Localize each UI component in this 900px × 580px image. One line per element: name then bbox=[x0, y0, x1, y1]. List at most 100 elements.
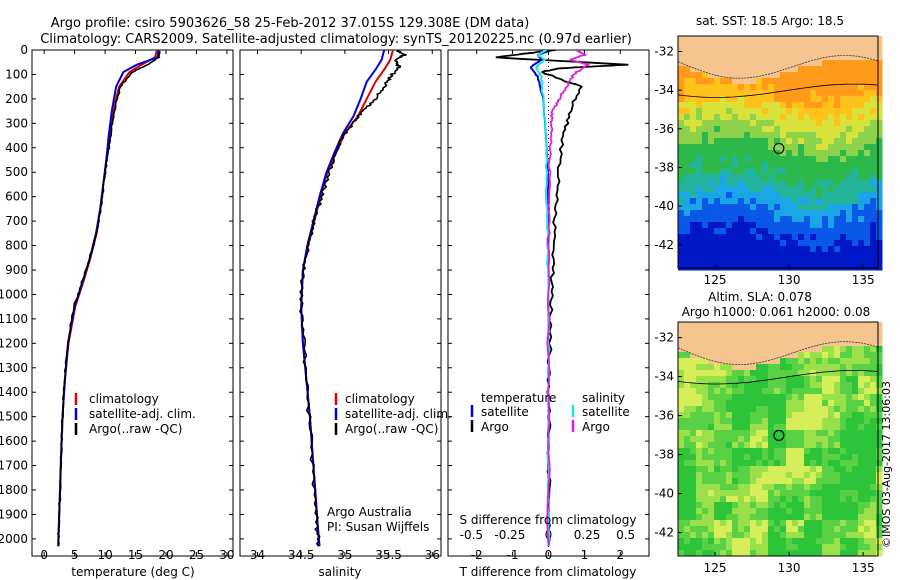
map-cell bbox=[690, 192, 697, 199]
map-cell bbox=[846, 388, 853, 395]
map-cell bbox=[846, 186, 853, 193]
map-cell bbox=[780, 370, 787, 377]
map-cell bbox=[702, 340, 709, 347]
map-cell bbox=[756, 48, 763, 55]
map-cell bbox=[858, 258, 865, 265]
map-cell bbox=[876, 538, 883, 545]
map-cell bbox=[750, 60, 757, 67]
map-cell bbox=[822, 168, 829, 175]
map-cell bbox=[834, 72, 841, 79]
map-cell bbox=[732, 322, 739, 329]
map-cell bbox=[780, 388, 787, 395]
map-cell bbox=[756, 150, 763, 157]
map-cell bbox=[876, 526, 883, 533]
map-cell bbox=[792, 144, 799, 151]
map-cell bbox=[768, 138, 775, 145]
map-cell bbox=[690, 84, 697, 91]
map-cell bbox=[738, 328, 745, 335]
map-cell bbox=[852, 126, 859, 133]
map-cell bbox=[864, 412, 871, 419]
map-cell bbox=[840, 388, 847, 395]
map-cell bbox=[852, 418, 859, 425]
map-cell bbox=[714, 234, 721, 241]
map-cell bbox=[744, 412, 751, 419]
map-cell bbox=[840, 502, 847, 509]
map-cell bbox=[726, 538, 733, 545]
map-cell bbox=[696, 532, 703, 539]
map-cell bbox=[744, 60, 751, 67]
salinity-x-axis: 34 34.5 35 35.5 36 bbox=[250, 50, 440, 562]
map-cell bbox=[852, 364, 859, 371]
map-cell bbox=[756, 376, 763, 383]
map-cell bbox=[816, 406, 823, 413]
map-cell bbox=[714, 490, 721, 497]
map-cell bbox=[840, 162, 847, 169]
map-cell bbox=[804, 406, 811, 413]
map-cell bbox=[750, 538, 757, 545]
map-cell bbox=[810, 514, 817, 521]
map-cell bbox=[828, 328, 835, 335]
sla-lat-tick-label: -42 bbox=[654, 526, 674, 540]
map-cell bbox=[798, 216, 805, 223]
map-cell bbox=[690, 72, 697, 79]
map-cell bbox=[732, 48, 739, 55]
map-cell bbox=[714, 198, 721, 205]
depth-tick-label: 900 bbox=[5, 263, 28, 277]
map-cell bbox=[792, 526, 799, 533]
map-cell bbox=[696, 340, 703, 347]
map-cell bbox=[840, 144, 847, 151]
map-cell bbox=[708, 448, 715, 455]
map-cell bbox=[876, 210, 883, 217]
map-cell bbox=[762, 216, 769, 223]
map-cell bbox=[696, 526, 703, 533]
map-cell bbox=[786, 228, 793, 235]
map-cell bbox=[708, 526, 715, 533]
map-cell bbox=[816, 472, 823, 479]
map-cell bbox=[726, 180, 733, 187]
map-cell bbox=[678, 328, 685, 335]
map-cell bbox=[756, 222, 763, 229]
map-cell bbox=[828, 346, 835, 353]
map-cell bbox=[804, 258, 811, 265]
map-cell bbox=[804, 234, 811, 241]
map-cell bbox=[846, 352, 853, 359]
map-cell bbox=[864, 496, 871, 503]
map-cell bbox=[786, 430, 793, 437]
map-cell bbox=[792, 418, 799, 425]
map-cell bbox=[696, 180, 703, 187]
map-cell bbox=[696, 490, 703, 497]
map-cell bbox=[738, 204, 745, 211]
map-cell bbox=[708, 364, 715, 371]
map-cell bbox=[816, 460, 823, 467]
map-cell bbox=[780, 264, 787, 271]
map-cell bbox=[702, 132, 709, 139]
map-cell bbox=[774, 490, 781, 497]
map-cell bbox=[756, 162, 763, 169]
map-cell bbox=[714, 478, 721, 485]
map-cell bbox=[720, 138, 727, 145]
map-cell bbox=[864, 328, 871, 335]
map-cell bbox=[774, 358, 781, 365]
map-cell bbox=[858, 502, 865, 509]
map-cell bbox=[792, 72, 799, 79]
map-cell bbox=[798, 376, 805, 383]
map-cell bbox=[876, 358, 883, 365]
map-cell bbox=[858, 156, 865, 163]
map-cell bbox=[780, 400, 787, 407]
map-cell bbox=[792, 180, 799, 187]
map-cell bbox=[720, 246, 727, 253]
map-cell bbox=[720, 508, 727, 515]
map-cell bbox=[780, 328, 787, 335]
map-cell bbox=[702, 454, 709, 461]
map-cell bbox=[852, 442, 859, 449]
map-cell bbox=[876, 364, 883, 371]
map-cell bbox=[768, 430, 775, 437]
map-cell bbox=[720, 460, 727, 467]
map-cell bbox=[684, 424, 691, 431]
map-cell bbox=[720, 126, 727, 133]
map-cell bbox=[702, 48, 709, 55]
map-cell bbox=[738, 174, 745, 181]
map-cell bbox=[840, 222, 847, 229]
map-cell bbox=[780, 180, 787, 187]
map-cell bbox=[858, 132, 865, 139]
